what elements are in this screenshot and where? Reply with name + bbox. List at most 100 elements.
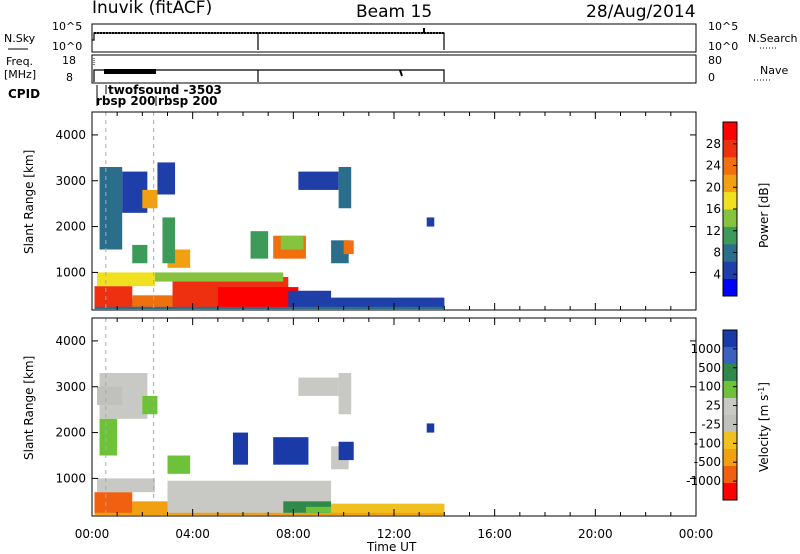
time-tick-label: 00:00	[679, 527, 714, 541]
colorbar-segment	[723, 415, 737, 433]
beam-title: Beam 15	[356, 2, 432, 22]
y-tick-label: 2000	[55, 220, 86, 234]
data-cell	[142, 395, 158, 415]
velocity-data	[94, 318, 445, 516]
y-tick-label: 1000	[55, 265, 86, 279]
time-tick-label: 08:00	[276, 527, 311, 541]
power-data	[94, 112, 445, 310]
colorbar-segment	[723, 191, 737, 210]
nsearch-label: N.Search	[748, 32, 798, 45]
power-colorbar-label: Power [dB]	[757, 183, 771, 248]
velocity-x-ticks	[91, 318, 697, 516]
freq-label: Freq.	[6, 55, 33, 68]
power-ylabel: Slant Range [km]	[22, 150, 36, 254]
data-cell	[94, 492, 133, 513]
y-tick-label: 4000	[55, 128, 86, 142]
velocity-colorbar: 1000 500 100 25 -25 -100 -500 -1000	[686, 329, 738, 501]
time-axis-title: Time UT	[366, 540, 417, 554]
data-cell	[97, 272, 155, 287]
colorbar-segment	[723, 209, 737, 227]
data-cell	[288, 290, 332, 307]
colorbar-tick-label: 24	[706, 159, 721, 173]
y-tick-label: 4000	[55, 334, 86, 348]
freq-frame	[91, 54, 697, 84]
nsearch-tick-bottom: 10^0	[708, 40, 738, 53]
y-tick-label: 3000	[55, 174, 86, 188]
data-cell	[273, 437, 309, 465]
colorbar-segment	[723, 156, 737, 175]
velocity-colorbar-label: Velocity [m s-1]	[757, 382, 771, 472]
freq-panel: Freq. [MHz] 18 8 80 0 Nave	[4, 54, 788, 84]
time-tick-label: 20:00	[578, 527, 613, 541]
data-cell	[338, 373, 352, 415]
colorbar-tick-label: -100	[694, 436, 721, 450]
data-cell	[99, 418, 118, 456]
freq-tick-bottom: 8	[66, 71, 73, 84]
data-cell	[132, 295, 173, 307]
colorbar-tick-label: -25	[701, 417, 721, 431]
data-cell	[426, 423, 435, 433]
data-cell	[280, 235, 304, 250]
time-tick-label: 00:00	[75, 527, 110, 541]
colorbar-tick-label: 12	[706, 224, 721, 238]
date-title: 28/Aug/2014	[586, 2, 696, 22]
nave-spike	[399, 69, 403, 77]
nsky-label: N.Sky	[4, 32, 36, 45]
cpid-label: CPID	[8, 87, 40, 101]
velocity-y-ticks: 1000 2000 3000 4000	[55, 334, 696, 485]
data-cell	[217, 287, 299, 307]
colorbar-segment	[723, 226, 737, 245]
data-cell	[97, 478, 155, 493]
velocity-unit-end: ]	[757, 382, 771, 387]
data-cell	[94, 286, 133, 307]
data-cell	[162, 217, 176, 264]
data-cell	[157, 162, 176, 195]
data-cell	[167, 455, 191, 474]
colorbar-segment	[723, 139, 737, 158]
cpid-entry-1: twofsound -3503	[108, 83, 222, 97]
nsearch-tick-top: 10^5	[708, 20, 738, 33]
freq-tick-top: 18	[62, 54, 76, 67]
power-y-ticks: 1000 2000 3000 4000	[55, 128, 696, 279]
colorbar-tick-label: 8	[713, 246, 721, 260]
colorbar-tick-label: 25	[706, 399, 721, 413]
nave-tick-bottom: 0	[708, 71, 715, 84]
colorbar-segment	[723, 261, 737, 280]
colorbar-segment	[723, 330, 737, 348]
y-tick-label: 2000	[55, 426, 86, 440]
nsky-panel: N.Sky 10^5 10^0 10^5 10^0 N.Search	[4, 20, 798, 53]
cpid-row: CPID twofsound -3503 rbsp 200 rbsp 200	[8, 83, 222, 108]
data-cell	[99, 167, 123, 250]
colorbar-tick-label: 4	[713, 267, 721, 281]
colorbar-tick-label: 1000	[690, 342, 721, 356]
data-cell	[250, 231, 269, 259]
nave-block	[104, 69, 156, 74]
data-cell	[331, 503, 445, 513]
colorbar-frame	[722, 329, 738, 501]
cpid-entry-3: rbsp 200	[158, 94, 217, 108]
power-x-ticks	[91, 112, 697, 310]
time-axis-labels: 00:00 04:00 08:00 12:00 16:00 20:00 00:00	[75, 527, 714, 541]
colorbar-segment	[723, 243, 737, 262]
data-cell	[298, 377, 339, 396]
station-title: Inuvik (fitACF)	[92, 0, 212, 18]
colorbar-tick-label: 500	[698, 361, 721, 375]
freq-unit-label: [MHz]	[4, 68, 36, 81]
y-tick-label: 1000	[55, 471, 86, 485]
velocity-unit-base: Velocity [m s	[757, 395, 771, 472]
nave-tick-top: 80	[708, 54, 722, 67]
data-cell	[426, 217, 435, 227]
data-cell	[142, 189, 158, 209]
time-tick-label: 16:00	[477, 527, 512, 541]
data-cell	[232, 432, 249, 465]
colorbar-tick-label: -1000	[686, 474, 721, 488]
cpid-entry-2: rbsp 200	[96, 94, 155, 108]
data-cell	[343, 240, 354, 255]
nsky-frame	[91, 23, 697, 53]
data-cell	[331, 297, 445, 307]
nave-label: Nave	[760, 64, 788, 77]
colorbar-tick-label: -500	[694, 455, 721, 469]
nsky-tick-top: 10^5	[52, 20, 82, 33]
power-colorbar: 4 8 12 16 20 24 28	[706, 121, 738, 297]
